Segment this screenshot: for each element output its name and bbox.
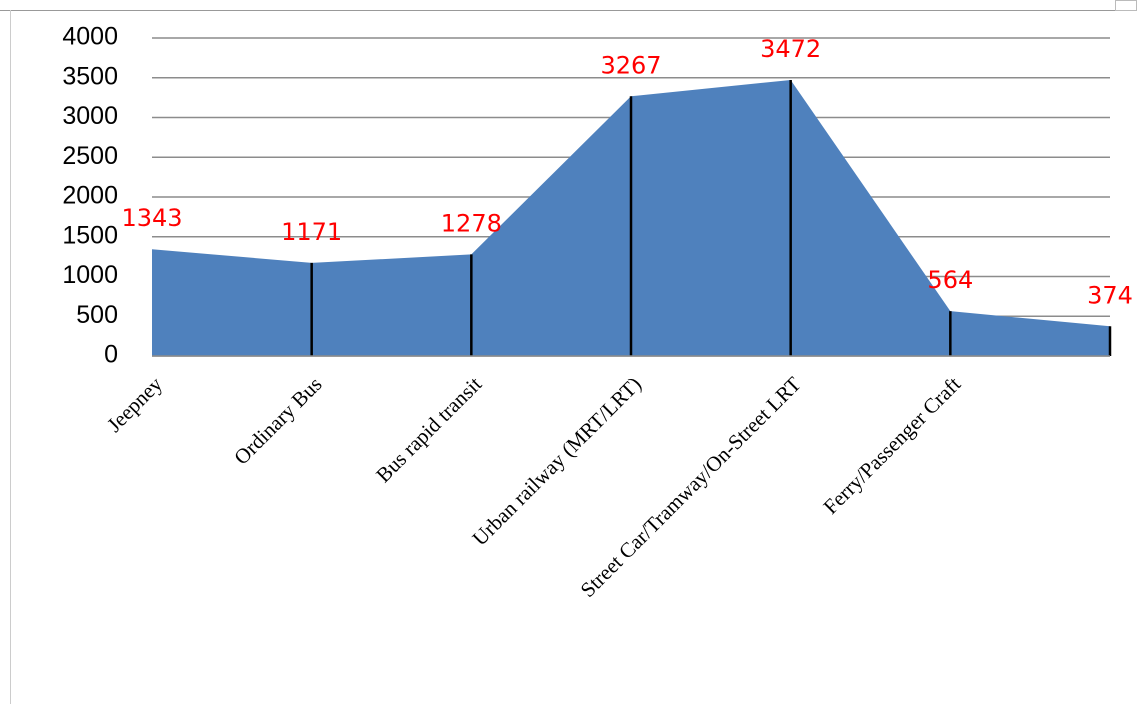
y-tick-label: 0	[104, 341, 118, 369]
y-tick-label: 2500	[62, 142, 118, 170]
y-tick-label: 3000	[62, 102, 118, 130]
y-tick-label: 3500	[62, 62, 118, 90]
y-tick-label: 1000	[62, 261, 118, 289]
corner-box	[1115, 0, 1137, 11]
data-label: 564	[927, 266, 973, 294]
data-label: 1278	[441, 209, 502, 237]
data-label: 3267	[600, 51, 661, 79]
y-tick-label: 1500	[62, 221, 118, 249]
data-label: 1171	[281, 218, 342, 246]
y-tick-label: 500	[76, 301, 118, 329]
y-tick-label: 4000	[62, 23, 118, 51]
data-label: 3472	[760, 35, 821, 63]
data-label: 374	[1087, 281, 1133, 309]
data-label: 1343	[121, 204, 182, 232]
y-tick-label: 2000	[62, 182, 118, 210]
